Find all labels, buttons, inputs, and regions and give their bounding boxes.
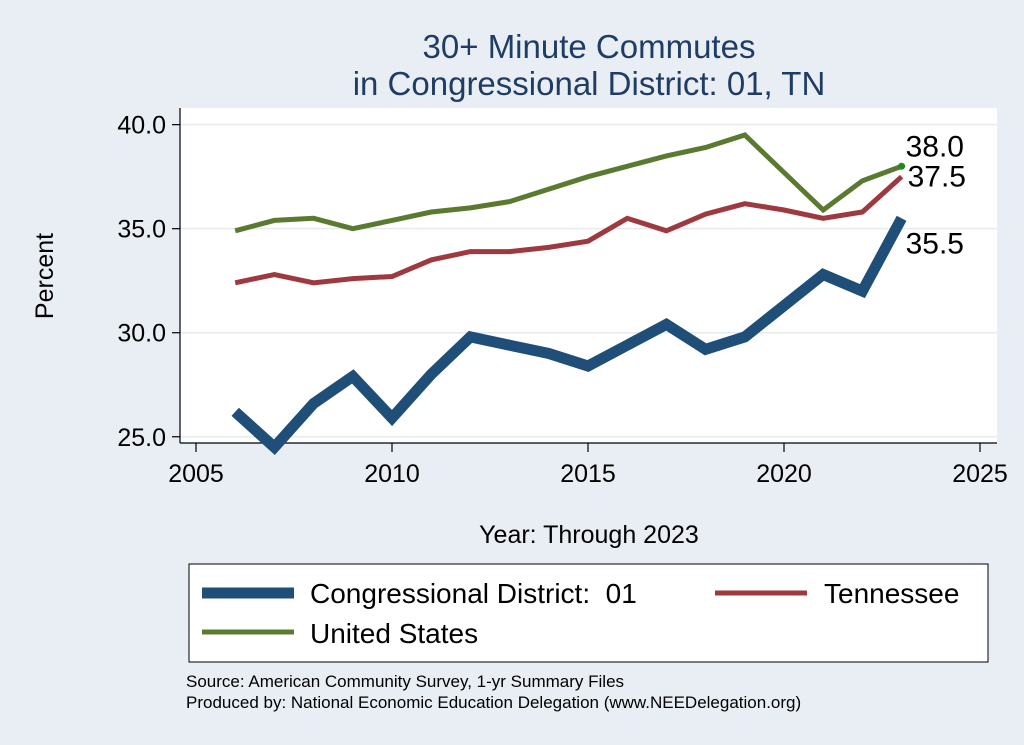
legend-label-united-states: United States bbox=[310, 618, 478, 649]
series-line-united-states bbox=[234, 132, 903, 234]
x-tick-label: 2020 bbox=[756, 460, 812, 488]
plot-area bbox=[180, 108, 997, 443]
y-tick-label: 35.0 bbox=[117, 216, 166, 244]
legend-box bbox=[188, 563, 989, 663]
series-line-congressional-district bbox=[231, 215, 907, 455]
end-label-congressional-district: 35.5 bbox=[906, 227, 964, 260]
end-point-marker bbox=[898, 162, 906, 170]
producer-line: Produced by: National Economic Education… bbox=[186, 693, 801, 712]
chart-title: 30+ Minute Commutes bbox=[423, 28, 756, 65]
series-layer bbox=[231, 132, 907, 455]
series-line-tennessee bbox=[234, 174, 904, 286]
x-tick-label: 2025 bbox=[952, 460, 1008, 488]
legend-label-tennessee: Tennessee bbox=[824, 578, 959, 609]
y-axis-label: Percent bbox=[31, 233, 59, 319]
gridlines bbox=[180, 123, 997, 438]
end-label-united-states: 38.0 bbox=[906, 130, 964, 163]
chart-subtitle: in Congressional District: 01, TN bbox=[353, 65, 826, 102]
legend-label-congressional-district: Congressional District: 01 bbox=[310, 578, 637, 609]
x-axis-label: Year: Through 2023 bbox=[479, 521, 699, 549]
y-tick-label: 40.0 bbox=[117, 112, 166, 140]
y-axis-ticks: 25.0 30.0 35.0 40.0 bbox=[117, 112, 180, 452]
y-tick-label: 25.0 bbox=[117, 424, 166, 452]
x-tick-label: 2010 bbox=[364, 460, 420, 488]
end-labels: 35.5 37.538.0 bbox=[906, 130, 966, 260]
legend: Congressional District: 01 Tennessee Uni… bbox=[188, 563, 989, 663]
x-tick-label: 2005 bbox=[168, 460, 224, 488]
source-line: Source: American Community Survey, 1-yr … bbox=[186, 672, 624, 691]
x-tick-label: 2015 bbox=[560, 460, 616, 488]
x-axis-ticks: 2005 2010 2015 2020 2025 bbox=[168, 443, 1008, 488]
y-tick-label: 30.0 bbox=[117, 320, 166, 348]
end-label-tennessee: 37.5 bbox=[908, 161, 966, 194]
